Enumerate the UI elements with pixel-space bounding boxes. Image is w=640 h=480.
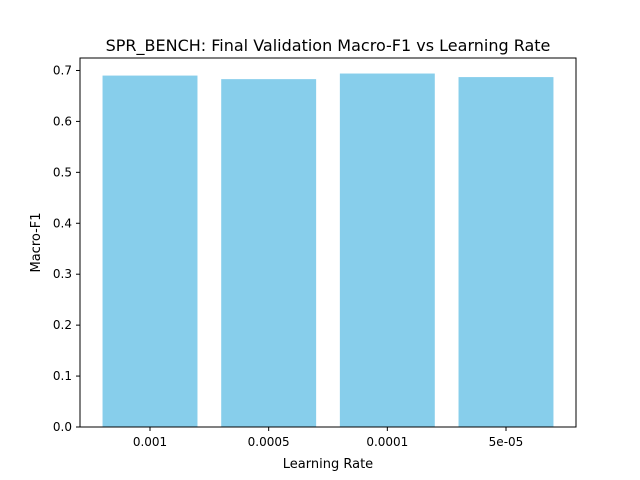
chart-title: SPR_BENCH: Final Validation Macro-F1 vs …: [106, 36, 551, 56]
y-axis-label: Macro-F1: [29, 212, 44, 272]
bar-0.001: [102, 75, 198, 428]
bar-0.0001: [339, 73, 435, 427]
bars-group: [102, 73, 554, 428]
y-axis-ticks: 0.0 0.1 0.2 0.3 0.4 0.5 0.6 0.7: [53, 63, 80, 434]
y-tick-label: 0.4: [53, 216, 72, 230]
plot-frame: [79, 57, 577, 428]
x-axis-label: Learning Rate: [283, 457, 373, 472]
y-tick-label: 0.1: [53, 369, 72, 383]
y-tick-label: 0.0: [53, 420, 72, 434]
bar-0.0005: [221, 79, 317, 427]
x-axis-ticks: 0.001 0.0005 0.0001 5e-05: [133, 427, 523, 449]
x-tick-label: 5e-05: [489, 435, 524, 449]
y-tick-label: 0.2: [53, 318, 72, 332]
x-tick-label: 0.0005: [248, 435, 290, 449]
y-tick-label: 0.7: [53, 63, 72, 77]
y-tick-label: 0.5: [53, 165, 72, 179]
x-tick-label: 0.001: [133, 435, 167, 449]
x-tick-label: 0.0001: [366, 435, 408, 449]
y-tick-label: 0.6: [53, 114, 72, 128]
y-tick-label: 0.3: [53, 267, 72, 281]
bar-5e-05: [458, 77, 554, 428]
